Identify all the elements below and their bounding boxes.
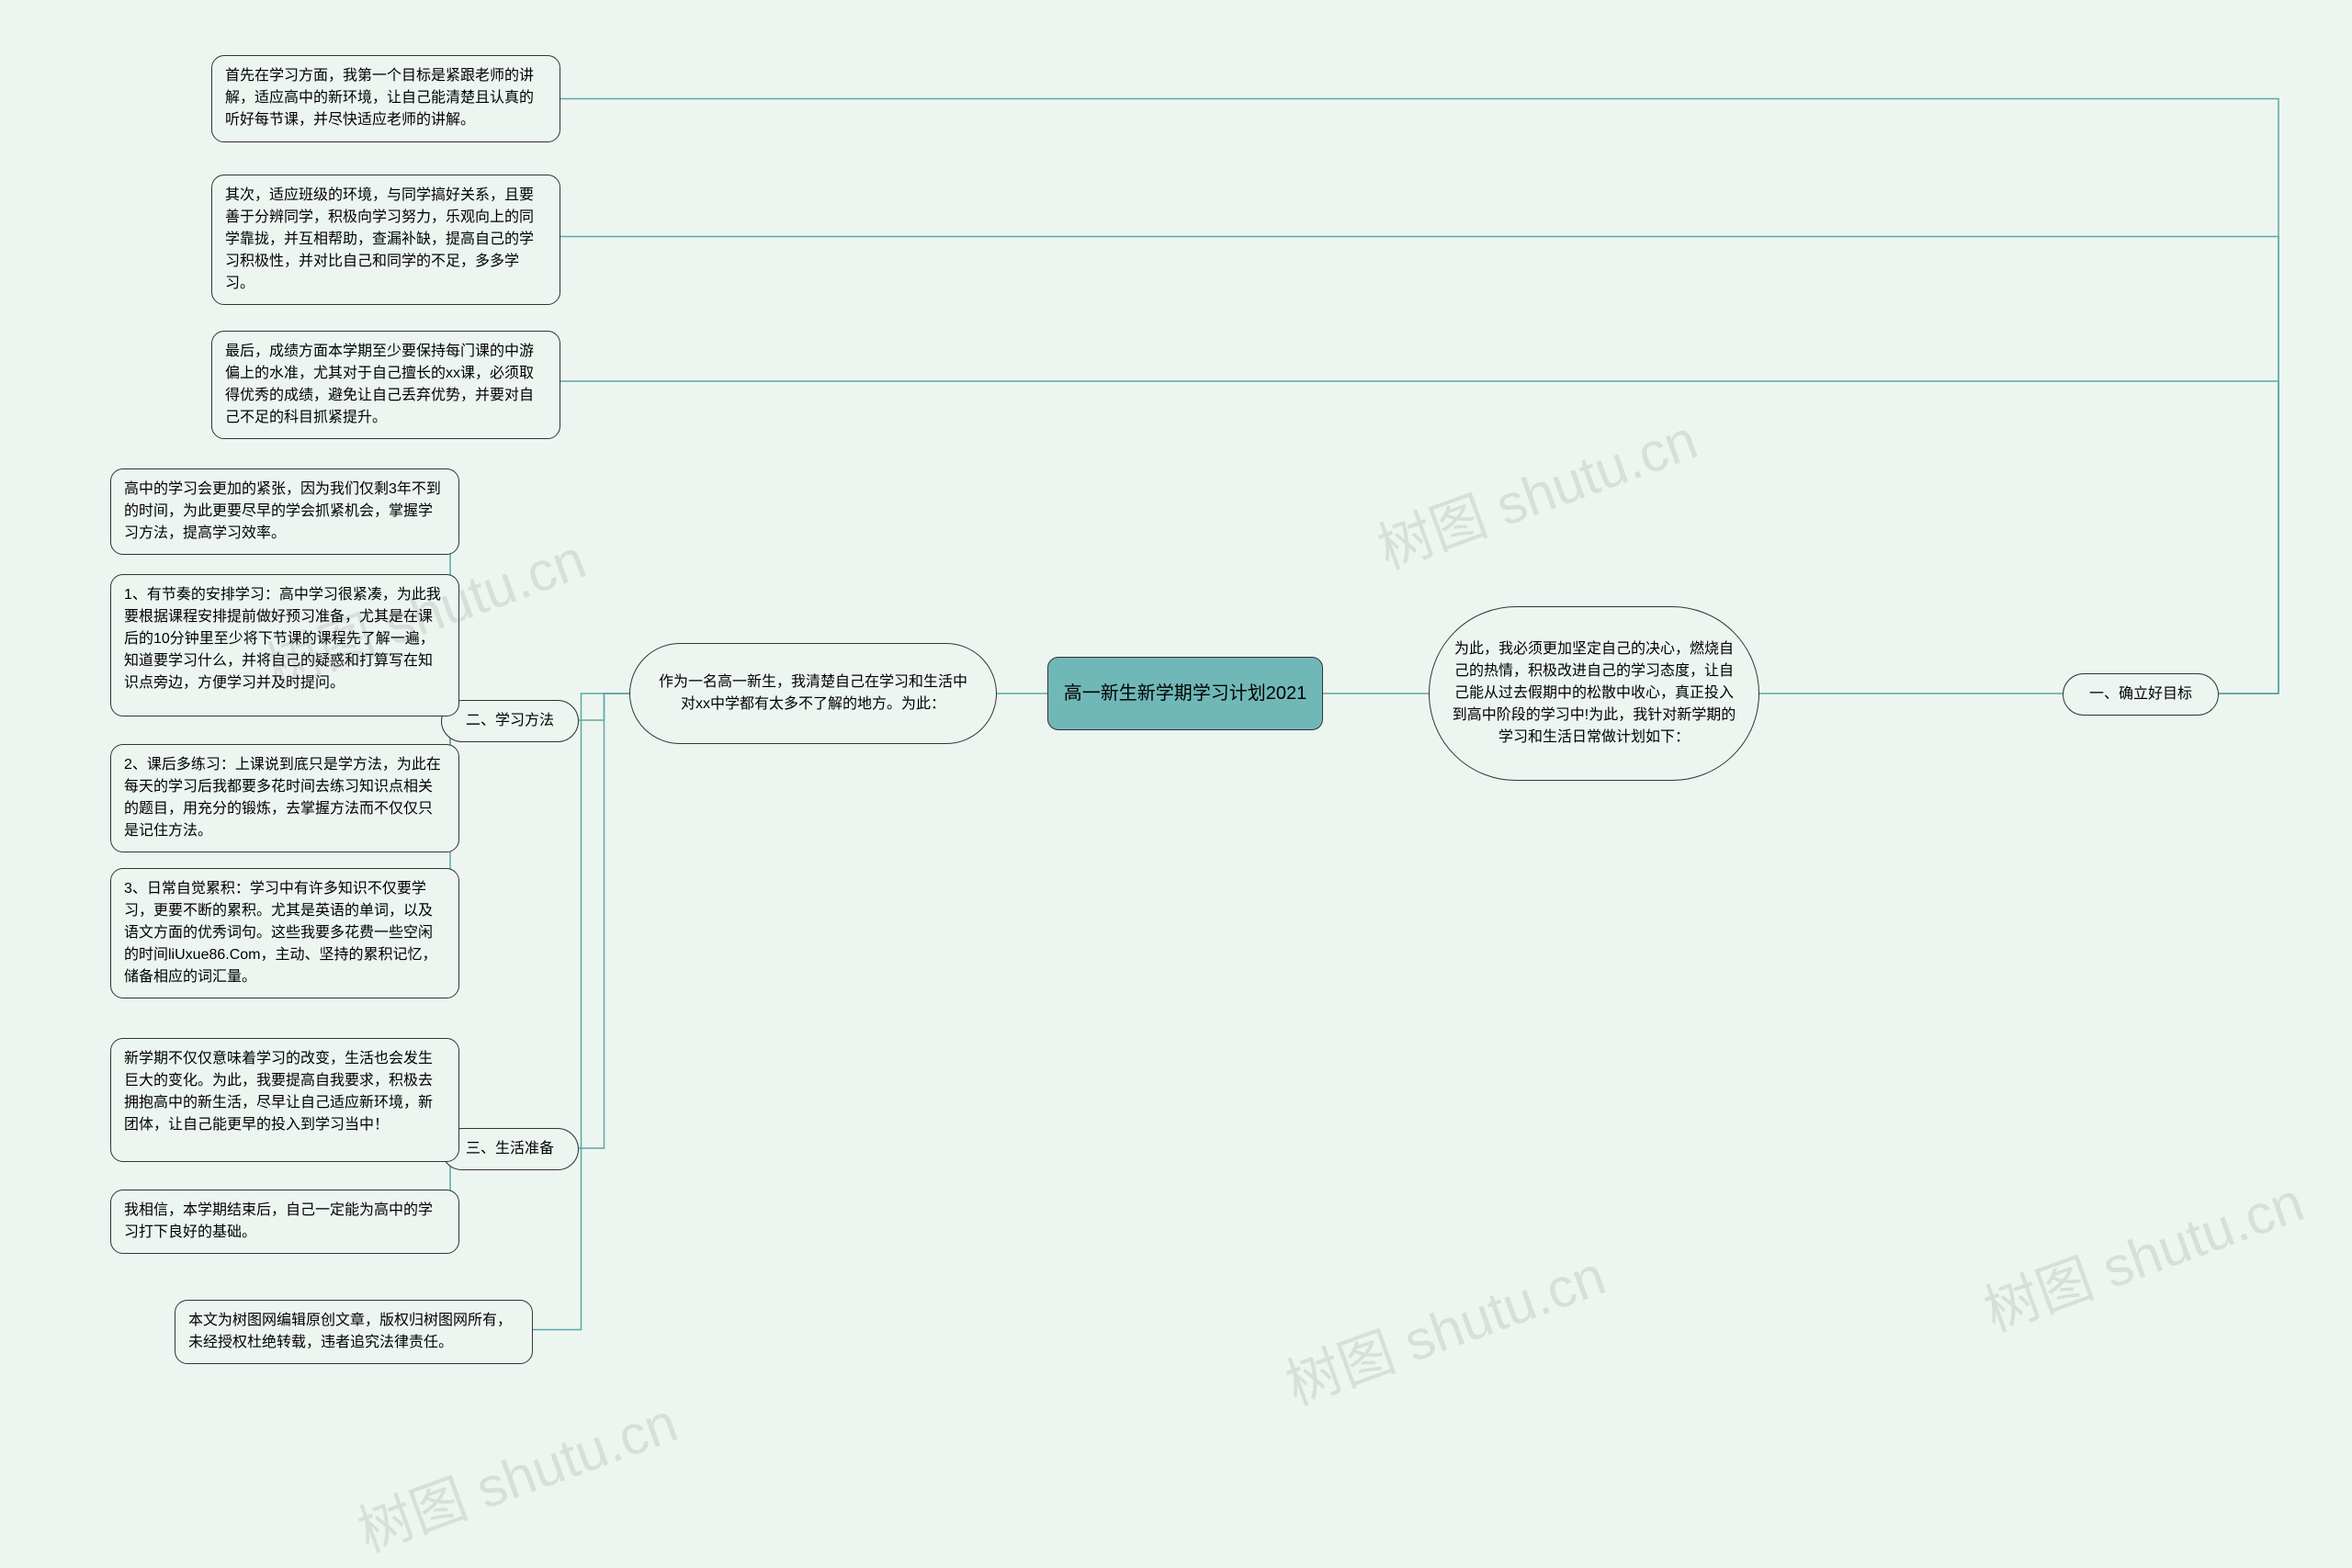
watermark: 树图 shutu.cn [1365, 395, 1706, 584]
right-intro-text: 为此，我必须更加坚定自己的决心，燃烧自己的热情，积极改进自己的学习态度，让自己能… [1452, 638, 1736, 749]
goal-3-text: 最后，成绩方面本学期至少要保持每门课的中游偏上的水准，尤其对于自己擅长的xx课，… [225, 344, 534, 425]
right-goal-node[interactable]: 一、确立好目标 [2063, 673, 2219, 716]
footer-note[interactable]: 本文为树图网编辑原创文章，版权归树图网所有，未经授权杜绝转载，违者追究法律责任。 [175, 1300, 533, 1364]
method-item-2[interactable]: 2、课后多练习：上课说到底只是学方法，为此在每天的学习后我都要多花时间去练习知识… [110, 744, 459, 852]
method-intro-text: 高中的学习会更加的紧张，因为我们仅剩3年不到的时间，为此更要尽早的学会抓紧机会，… [124, 481, 441, 541]
goal-item-3[interactable]: 最后，成绩方面本学期至少要保持每门课的中游偏上的水准，尤其对于自己擅长的xx课，… [211, 331, 560, 439]
left-intro-node[interactable]: 作为一名高一新生，我清楚自己在学习和生活中对xx中学都有太多不了解的地方。为此： [629, 643, 997, 744]
section-2-node[interactable]: 二、学习方法 [441, 700, 579, 742]
section-2-text: 二、学习方法 [466, 713, 554, 728]
left-intro-text: 作为一名高一新生，我清楚自己在学习和生活中对xx中学都有太多不了解的地方。为此： [652, 671, 974, 716]
watermark: 树图 shutu.cn [1972, 1157, 2312, 1347]
root-text: 高一新生新学期学习计划2021 [1064, 680, 1307, 707]
life-item-2[interactable]: 我相信，本学期结束后，自己一定能为高中的学习打下良好的基础。 [110, 1190, 459, 1254]
method-2-text: 2、课后多练习：上课说到底只是学方法，为此在每天的学习后我都要多花时间去练习知识… [124, 757, 441, 839]
right-intro-node[interactable]: 为此，我必须更加坚定自己的决心，燃烧自己的热情，积极改进自己的学习态度，让自己能… [1429, 606, 1759, 781]
goal-1-text: 首先在学习方面，我第一个目标是紧跟老师的讲解，适应高中的新环境，让自己能清楚且认… [225, 68, 534, 128]
section-3-text: 三、生活准备 [466, 1141, 554, 1156]
goal-item-2[interactable]: 其次，适应班级的环境，与同学搞好关系，且要善于分辨同学，积极向学习努力，乐观向上… [211, 175, 560, 305]
watermark: 树图 shutu.cn [345, 1378, 686, 1567]
section-3-node[interactable]: 三、生活准备 [441, 1128, 579, 1170]
method-item-3[interactable]: 3、日常自觉累积：学习中有许多知识不仅要学习，更要不断的累积。尤其是英语的单词，… [110, 868, 459, 998]
life-item-1[interactable]: 新学期不仅仅意味着学习的改变，生活也会发生巨大的变化。为此，我要提高自我要求，积… [110, 1038, 459, 1162]
method-intro[interactable]: 高中的学习会更加的紧张，因为我们仅剩3年不到的时间，为此更要尽早的学会抓紧机会，… [110, 468, 459, 555]
footer-text: 本文为树图网编辑原创文章，版权归树图网所有，未经授权杜绝转载，违者追究法律责任。 [188, 1313, 512, 1350]
goal-item-1[interactable]: 首先在学习方面，我第一个目标是紧跟老师的讲解，适应高中的新环境，让自己能清楚且认… [211, 55, 560, 142]
goal-2-text: 其次，适应班级的环境，与同学搞好关系，且要善于分辨同学，积极向学习努力，乐观向上… [225, 187, 534, 291]
method-3-text: 3、日常自觉累积：学习中有许多知识不仅要学习，更要不断的累积。尤其是英语的单词，… [124, 881, 437, 985]
watermark: 树图 shutu.cn [1273, 1231, 1614, 1420]
root-node[interactable]: 高一新生新学期学习计划2021 [1047, 657, 1323, 730]
right-goal-text: 一、确立好目标 [2089, 686, 2192, 702]
life-1-text: 新学期不仅仅意味着学习的改变，生活也会发生巨大的变化。为此，我要提高自我要求，积… [124, 1051, 433, 1133]
life-2-text: 我相信，本学期结束后，自己一定能为高中的学习打下良好的基础。 [124, 1202, 433, 1240]
